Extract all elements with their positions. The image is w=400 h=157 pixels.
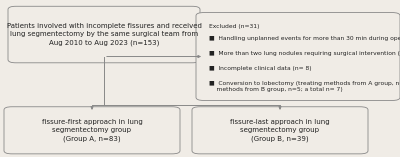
FancyBboxPatch shape bbox=[196, 13, 400, 100]
FancyBboxPatch shape bbox=[192, 107, 368, 154]
Text: ■  Conversion to lobectomy (treating methods from A group, n=2; treating
    met: ■ Conversion to lobectomy (treating meth… bbox=[209, 81, 400, 92]
FancyBboxPatch shape bbox=[4, 107, 180, 154]
Text: fissure-last approach in lung
segmentectomy group
(Group B, n=39): fissure-last approach in lung segmentect… bbox=[230, 119, 330, 142]
Text: ■  Handling unplanned events for more than 30 min during operation (n= 7): ■ Handling unplanned events for more tha… bbox=[209, 36, 400, 41]
Text: ■  More than two lung nodules requiring surgical intervention (n= 9): ■ More than two lung nodules requiring s… bbox=[209, 51, 400, 56]
Text: Patients involved with incomplete fissures and received
lung segmentectomy by th: Patients involved with incomplete fissur… bbox=[6, 23, 202, 46]
Text: ■  Incomplete clinical data (n= 8): ■ Incomplete clinical data (n= 8) bbox=[209, 66, 312, 71]
FancyBboxPatch shape bbox=[8, 6, 200, 63]
Text: Excluded (n=31): Excluded (n=31) bbox=[209, 24, 259, 29]
Text: fissure-first approach in lung
segmentectomy group
(Group A, n=83): fissure-first approach in lung segmentec… bbox=[42, 119, 142, 142]
